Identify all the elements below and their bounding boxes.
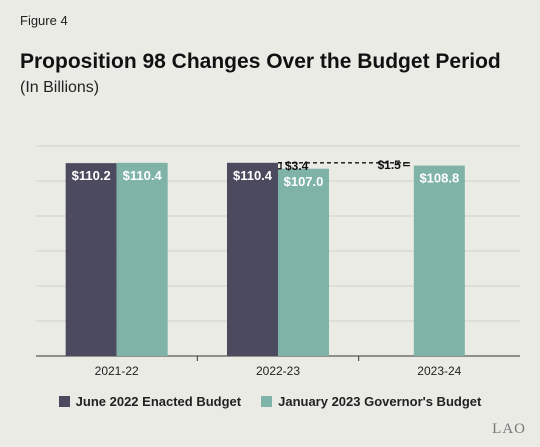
bar xyxy=(413,165,465,356)
data-label: $110.4 xyxy=(123,168,163,183)
data-label: $107.0 xyxy=(284,174,324,189)
bar xyxy=(227,162,278,356)
x-tick-label: 2022-23 xyxy=(256,364,300,378)
change-label: $1.5 xyxy=(377,158,401,172)
legend-item-governor: January 2023 Governor's Budget xyxy=(261,394,481,409)
lao-logo: LAO xyxy=(492,421,526,437)
change-bracket xyxy=(403,162,410,167)
bar xyxy=(65,163,117,356)
figure-label: Figure 4 xyxy=(20,13,68,28)
chart-subtitle: (In Billions) xyxy=(20,79,100,96)
change-bracket xyxy=(278,162,282,170)
legend-label-governor: January 2023 Governor's Budget xyxy=(278,394,482,409)
data-label: $108.8 xyxy=(419,171,459,186)
x-tick-label: 2023-24 xyxy=(417,364,461,378)
data-label: $110.4 xyxy=(233,168,273,183)
legend-label-enacted: June 2022 Enacted Budget xyxy=(75,394,242,409)
chart-title: Proposition 98 Changes Over the Budget P… xyxy=(20,50,501,73)
data-label: $110.2 xyxy=(72,168,111,183)
legend: June 2022 Enacted Budget January 2023 Go… xyxy=(0,394,540,409)
bar xyxy=(278,168,329,356)
change-label: $3.4 xyxy=(285,159,309,173)
bar xyxy=(116,162,168,356)
legend-swatch-enacted xyxy=(58,396,70,407)
legend-item-enacted: June 2022 Enacted Budget xyxy=(58,394,242,409)
legend-swatch-governor xyxy=(261,396,273,407)
x-tick-label: 2021-22 xyxy=(95,364,139,378)
